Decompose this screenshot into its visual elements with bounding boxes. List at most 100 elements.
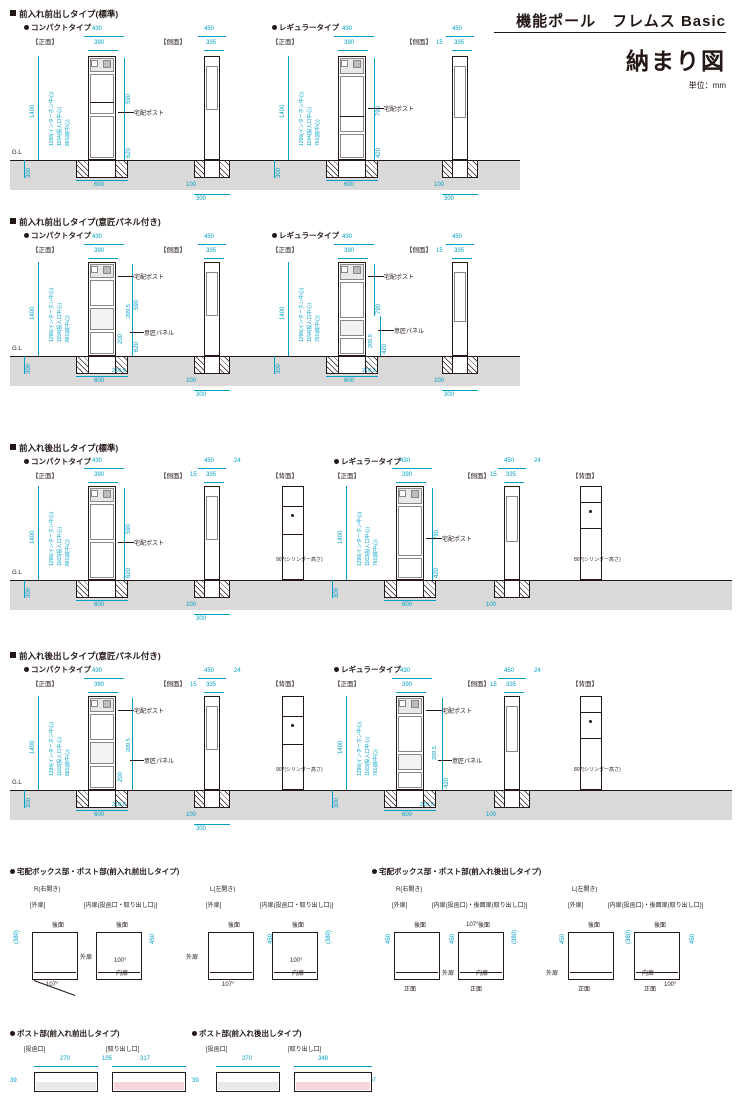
post-base-1d — [452, 160, 468, 178]
post-slot-fill-R2 — [296, 1082, 370, 1090]
takuhai-post-label-4a: 宅配ポスト — [134, 709, 165, 715]
view-label-3a: 【正面】 — [32, 473, 58, 480]
dim-postL-39: 39 — [10, 1078, 17, 1084]
section-heading-1: 前入れ前出しタイプ(標準) — [10, 8, 118, 20]
view-label-1d: 【側面】 — [406, 39, 432, 46]
dim-4d-420: 420 — [444, 777, 450, 788]
ground-line-2 — [10, 356, 520, 357]
drawing-compact-front-1 — [88, 56, 116, 160]
dim-1c-420: 420 — [376, 147, 382, 158]
unit-note: 単位：mm — [688, 81, 726, 90]
takuhai-post-label-2c: 宅配ポスト — [384, 275, 415, 281]
dim-4a-300: 300 — [26, 797, 32, 808]
drawing-regular-front-1 — [338, 56, 366, 160]
drawing-regular-rear-3 — [580, 486, 602, 580]
drawing-regular-front-3 — [396, 486, 424, 580]
dim-4d-1163: 1163(投入口中心) — [365, 736, 371, 776]
post-panel-label-L2: [取り出し口] — [106, 1047, 140, 1053]
front-label-R2b: 正面 — [644, 987, 657, 993]
dim-4e-24: 24 — [534, 668, 541, 674]
gl-label-2: G.L — [12, 346, 22, 352]
dim-1a-390: 390 — [94, 40, 105, 46]
cylinder-dot-3c — [291, 514, 294, 517]
gl-label-4: G.L — [12, 780, 22, 786]
group-label-2-regular: レギュラータイプ — [272, 230, 339, 241]
dim-4d-1296: 1296(インターホン中心) — [357, 721, 363, 776]
dim-L1a-380: (380) — [14, 929, 20, 944]
dim-1a-1296: 1296(インターホン中心) — [49, 91, 55, 146]
dim-4a-600: 600 — [94, 812, 105, 818]
hand-label-R1: R(右開き) — [396, 887, 423, 893]
side-detail-2b — [206, 272, 218, 316]
dim-3b-335: 335 — [206, 472, 217, 478]
outer-door-label-L2a: 外扉 — [186, 955, 199, 961]
takuhai-post-label-3d: 宅配ポスト — [442, 537, 473, 543]
side-detail-1d — [454, 66, 466, 118]
view-label-1c: 【正面】 — [272, 39, 298, 46]
drawing-regular-rear-4 — [580, 696, 602, 790]
isho-panel-label-2c: 意匠パネル — [394, 329, 425, 335]
takuhai-post-label-2a: 宅配ポスト — [134, 275, 165, 281]
post-heading-left: ポスト部(前入れ前出しタイプ) — [10, 1028, 120, 1039]
cylinder-dot-4f — [589, 720, 592, 723]
side-detail-4e — [506, 706, 518, 752]
dim-2a-600: 600 — [94, 378, 105, 384]
group-label-1-compact: コンパクトタイプ — [24, 22, 91, 33]
dim-3e-100: 100 — [486, 602, 497, 608]
dim-3b-100: 100 — [186, 602, 197, 608]
cylinder-dot-4c — [291, 724, 294, 727]
dim-4b-15: 15 — [190, 682, 197, 688]
post-base-1c — [338, 160, 366, 178]
dim-1a-300: 300 — [26, 167, 32, 178]
dim-2c-1400: 1400 — [280, 306, 286, 320]
view-label-4e: 【側面】 — [464, 681, 490, 688]
page-title: 機能ポール フレムス Basic — [516, 13, 726, 30]
dim-3e-24: 24 — [534, 458, 541, 464]
hand-label-L2: L(左開き) — [210, 887, 236, 893]
dim-3b-450: 450 — [204, 458, 215, 464]
dim-1a-590: 590 — [126, 93, 132, 104]
rear-label-R1a: 後面 — [414, 923, 427, 929]
dim-3d-1400: 1400 — [338, 530, 344, 544]
dim-1c-1296: 1296(インターホン中心) — [299, 91, 305, 146]
dim-1d-335: 335 — [454, 40, 465, 46]
post-slot-fill-R1 — [218, 1082, 278, 1090]
dim-1b-300: 300 — [196, 196, 207, 202]
view-label-3f: 【背面】 — [572, 473, 598, 480]
dim-4a-861: 861(底中心) — [65, 749, 71, 776]
rear-label-L2a: 後面 — [228, 923, 241, 929]
isho-panel-label-4a: 意匠パネル — [144, 759, 175, 765]
gl-label-1: G.L — [12, 150, 22, 156]
dim-4a-1400: 1400 — [30, 740, 36, 754]
dim-1c-430: 430 — [342, 26, 353, 32]
dim-3a-600: 600 — [94, 602, 105, 608]
post-panel-label-R1: [投函口] — [206, 1047, 228, 1053]
post-base-4e — [504, 790, 520, 808]
dim-1d-100: 100 — [434, 182, 445, 188]
post-base-3d — [396, 580, 424, 598]
dim-4e-100: 100 — [486, 812, 497, 818]
dim-2a-430: 430 — [92, 234, 103, 240]
dim-3b-24: 24 — [234, 458, 241, 464]
dim-1a-1154: 1154(投入口中心) — [57, 106, 63, 146]
dim-3a-1163: 1163(投入口中心) — [57, 526, 63, 566]
side-detail-1b — [206, 66, 218, 110]
post-panel-label-R2: [取り出し口] — [288, 1047, 322, 1053]
group-label-2-compact: コンパクトタイプ — [24, 230, 91, 241]
dim-2c-790: 790 — [376, 303, 382, 314]
isho-panel-label-2a: 意匠パネル — [144, 331, 175, 337]
post-panel-label-L1: [投函口] — [24, 1047, 46, 1053]
dim-4d-1400: 1400 — [338, 740, 344, 754]
takuhai-post-label-4d: 宅配ポスト — [442, 709, 473, 715]
ground-line-1 — [10, 160, 520, 161]
dim-1d-450: 450 — [452, 26, 463, 32]
dim-R1b-450: 450 — [450, 933, 456, 944]
footer-heading-left: 宅配ボックス部・ポスト部(前入れ前出しタイプ) — [10, 866, 179, 877]
view-label-2d: 【側面】 — [406, 247, 432, 254]
dim-4e-335: 335 — [506, 682, 517, 688]
view-label-2b: 【側面】 — [160, 247, 186, 254]
view-label-4d: 【正面】 — [334, 681, 360, 688]
dim-4d-430: 430 — [400, 668, 411, 674]
rear-label-L2b: 後面 — [292, 923, 305, 929]
hand-label-L1: R(右開き) — [34, 887, 61, 893]
